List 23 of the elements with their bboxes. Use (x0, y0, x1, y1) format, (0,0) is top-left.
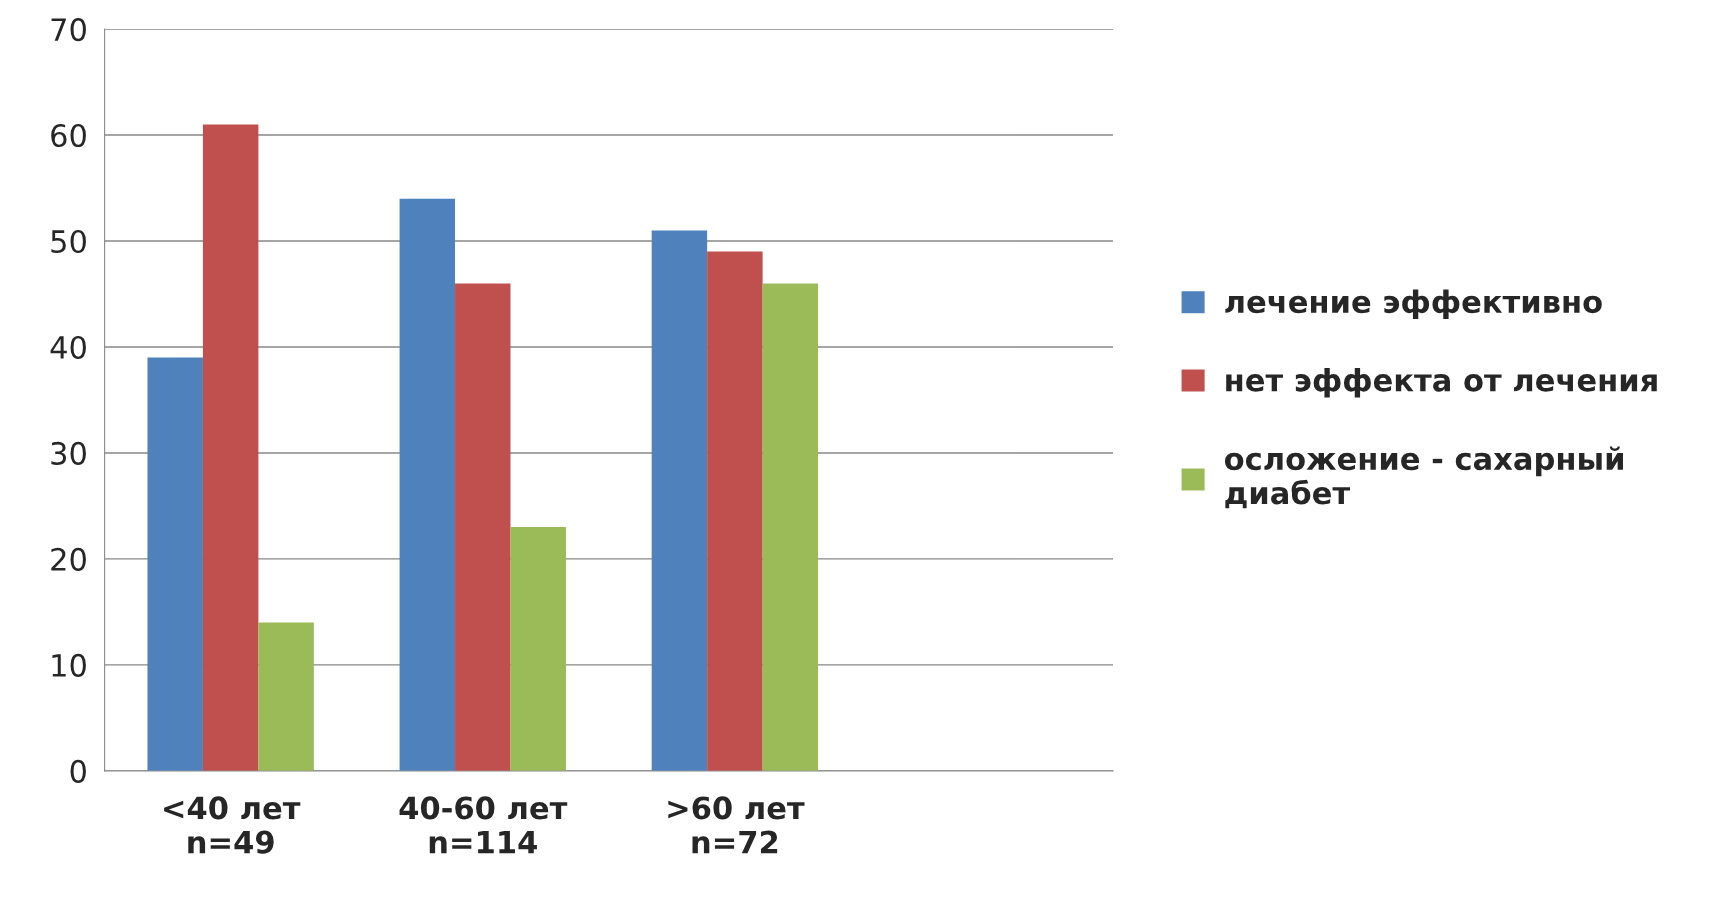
y-tick-label: 70 (51, 18, 86, 42)
legend-label: осложение - сахарный диабет (1224, 446, 1623, 509)
bar (147, 357, 203, 771)
x-tick-label: 40-60 лет n=114 (399, 796, 568, 854)
legend-label: нет эффекта от лечения (1226, 368, 1657, 398)
y-tick-label: 50 (51, 229, 86, 254)
y-tick-label: 10 (52, 653, 86, 677)
bar (202, 124, 259, 771)
bar (510, 527, 566, 771)
y-tick-label: 40 (50, 335, 86, 360)
bar (762, 283, 819, 771)
bar (258, 622, 314, 771)
bar (651, 230, 708, 771)
y-tick-label: 20 (51, 547, 86, 571)
bar (399, 198, 456, 771)
y-tick-label: 30 (51, 441, 86, 465)
x-tick-label: >60 лет n=72 (668, 796, 805, 854)
x-tick-label: <40 лет n=49 (164, 796, 301, 854)
y-tick-label: 60 (51, 123, 86, 148)
legend-label: лечение эффективно (1225, 289, 1602, 320)
y-tick-label: 0 (70, 759, 86, 783)
bar (707, 251, 763, 771)
bar (455, 283, 511, 771)
